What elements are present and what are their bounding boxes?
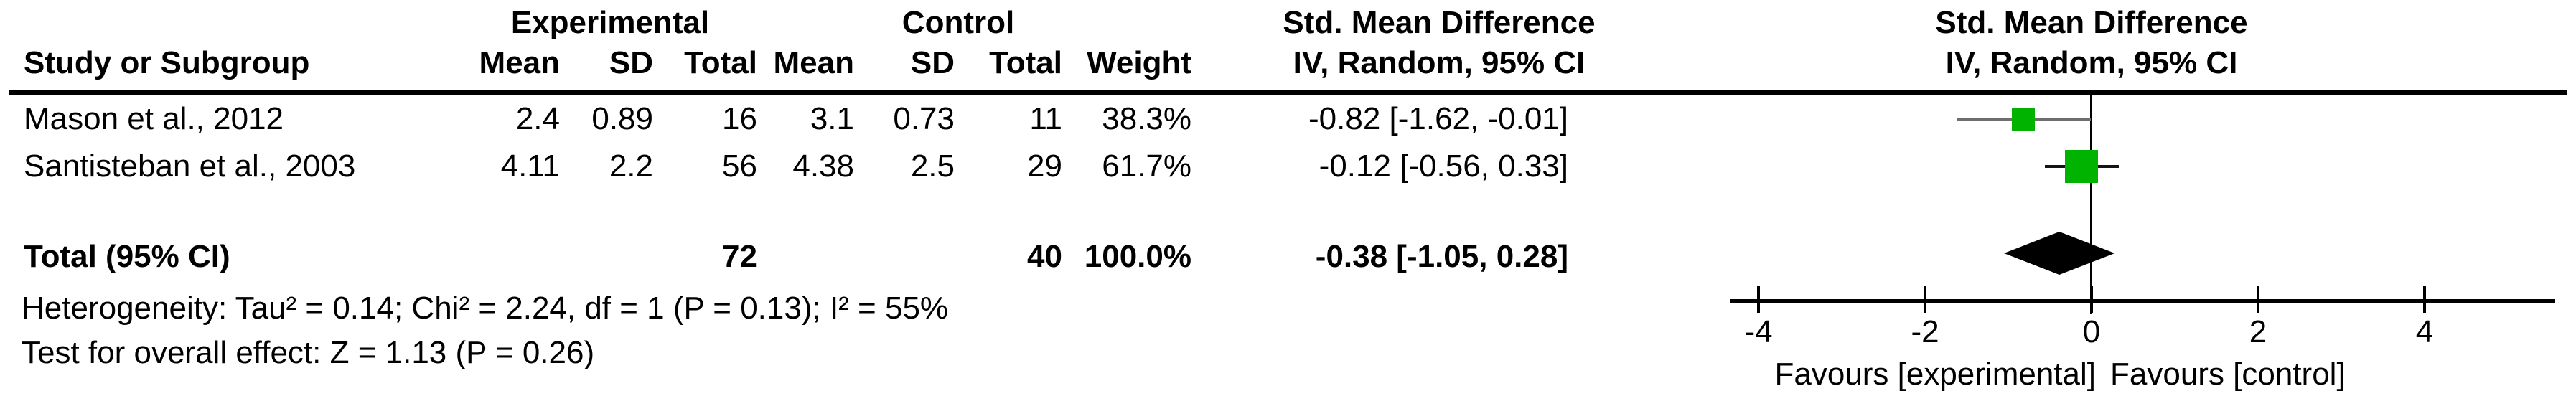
pooled-diamond (2004, 232, 2115, 275)
ctl-total-cell: 29 (1027, 148, 1062, 184)
tick-label: 0 (2082, 314, 2101, 349)
col-header-exp-mean: Mean (479, 45, 560, 80)
total-label: Total (95% CI) (24, 239, 230, 274)
smd-ci-cell: -0.82 [-1.62, -0.01] (1308, 101, 1568, 136)
study-name-cell: Santisteban et al., 2003 (24, 148, 356, 184)
favours-experimental-label: Favours [experimental] (1774, 357, 2096, 392)
col-header-iv-text: IV, Random, 95% CI (1293, 45, 1586, 80)
exp-mean-cell: 2.4 (515, 101, 560, 136)
tick-mark (2090, 286, 2093, 313)
col-header-ctl-mean: Mean (773, 45, 854, 80)
tick-mark (2423, 286, 2426, 313)
ctl-mean-cell: 3.1 (810, 101, 854, 136)
col-header-exp-total: Total (684, 45, 757, 80)
exp-total-cell: 56 (722, 148, 757, 184)
study-marker-square (2065, 150, 2099, 183)
total-ctl-total: 40 (1027, 239, 1062, 274)
smd-ci-cell: -0.12 [-0.56, 0.33] (1319, 148, 1568, 184)
exp-mean-cell: 4.11 (500, 148, 560, 184)
tick-mark (2257, 286, 2259, 313)
total-smd-ci: -0.38 [-1.05, 0.28] (1315, 239, 1568, 274)
header-rule (9, 90, 2567, 95)
ctl-sd-cell: 2.5 (910, 148, 955, 184)
tick-label: -2 (1911, 314, 1939, 349)
col-header-ctl-sd: SD (910, 45, 955, 80)
total-weight: 100.0% (1084, 239, 1191, 274)
group-header-experimental: Experimental (510, 5, 710, 40)
study-name-cell: Mason et al., 2012 (24, 101, 284, 136)
col-header-exp-sd: SD (609, 45, 653, 80)
tick-label: 4 (2415, 314, 2434, 349)
group-header-smd-text: Std. Mean Difference (1283, 5, 1596, 40)
weight-cell: 61.7% (1102, 148, 1191, 184)
exp-total-cell: 16 (722, 101, 757, 136)
tick-mark (1924, 286, 1926, 313)
axis-line (1730, 299, 2555, 303)
favours-control-label: Favours [control] (2110, 357, 2346, 392)
total-exp-total: 72 (722, 239, 757, 274)
ctl-mean-cell: 4.38 (792, 148, 854, 184)
zero-line (2090, 95, 2092, 314)
exp-sd-cell: 2.2 (609, 148, 653, 184)
heterogeneity-note: Heterogeneity: Tau² = 0.14; Chi² = 2.24,… (22, 291, 949, 326)
tick-label: 2 (2249, 314, 2267, 349)
ctl-sd-cell: 0.73 (893, 101, 955, 136)
tick-label: -4 (1744, 314, 1773, 349)
col-header-weight: Weight (1087, 45, 1191, 80)
ctl-total-cell: 11 (1029, 101, 1062, 136)
weight-cell: 38.3% (1102, 101, 1191, 136)
col-header-study: Study or Subgroup (24, 45, 310, 80)
exp-sd-cell: 0.89 (591, 101, 653, 136)
overall-effect-note: Test for overall effect: Z = 1.13 (P = 0… (22, 335, 595, 370)
group-header-smd-plot: Std. Mean Difference (1935, 5, 2248, 40)
col-header-iv-plot: IV, Random, 95% CI (1945, 45, 2238, 80)
group-header-control: Control (901, 5, 1015, 40)
tick-mark (1757, 286, 1760, 313)
study-marker-square (2011, 108, 2035, 131)
col-header-ctl-total: Total (989, 45, 1062, 80)
